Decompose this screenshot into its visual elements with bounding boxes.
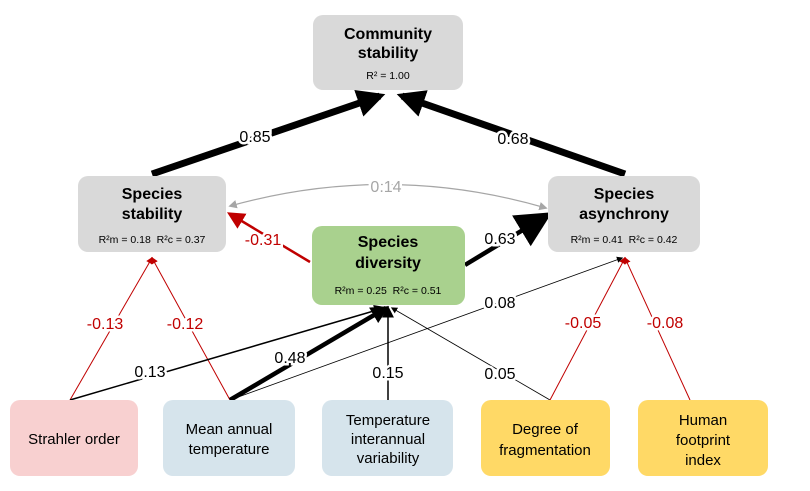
edges [69, 90, 691, 402]
edge [549, 256, 626, 401]
node-label: Degree of [512, 421, 579, 438]
edge [390, 307, 551, 401]
path-coefficient: 0.48 [274, 350, 305, 367]
node-stats: R²m = 0.18 R²c = 0.37 [99, 234, 206, 246]
node-box [312, 226, 465, 305]
node-label: Species [358, 234, 419, 251]
path-coefficient: 0.15 [372, 365, 403, 382]
node-label: stability [122, 206, 183, 223]
node-label: Strahler order [28, 431, 120, 448]
node-stats: R²m = 0.41 R²c = 0.42 [571, 234, 678, 246]
path-coefficient: -0.31 [245, 232, 282, 249]
node-stats: R² = 1.00 [366, 70, 410, 82]
node-label: variability [357, 450, 420, 467]
node-box [548, 176, 700, 252]
node-box [481, 400, 610, 476]
path-coefficient: 0.68 [497, 131, 528, 148]
path-coefficient: -0.08 [647, 315, 684, 332]
node-box [638, 400, 768, 476]
path-coefficient: -0.05 [565, 315, 602, 332]
edge [151, 256, 231, 401]
node-label: diversity [355, 255, 421, 272]
node-label: temperature [189, 441, 270, 458]
edge [226, 212, 311, 264]
edge [228, 183, 548, 211]
node-label: Species [122, 186, 183, 203]
nodes: Community stability R² = 1.00 Species st… [10, 15, 768, 476]
path-coefficient: -0.12 [167, 316, 204, 333]
node-box [313, 15, 463, 90]
path-coefficient: 0.08 [484, 295, 515, 312]
coefficients: 0.85 0.68 0.14 -0.31 0.63 -0.13 -0.12 0.… [84, 127, 686, 386]
path-coefficient: -0.13 [87, 316, 124, 333]
node-label: Human [679, 412, 727, 429]
edge [69, 256, 153, 401]
edge [463, 212, 553, 267]
path-coefficient: 0.13 [134, 364, 165, 381]
node-label: asynchrony [579, 206, 669, 223]
node-label: fragmentation [499, 442, 591, 459]
node-box [10, 400, 138, 476]
node-label: interannual [351, 431, 425, 448]
node-label: Temperature [346, 412, 430, 429]
edge [228, 306, 390, 402]
edge [396, 90, 627, 178]
node-stats: R²m = 0.25 R²c = 0.51 [335, 285, 442, 297]
edge [229, 256, 624, 401]
edge [150, 90, 386, 178]
node-label: Species [594, 186, 655, 203]
node-label: stability [358, 45, 419, 62]
node-box [322, 400, 453, 476]
path-coefficient: 0.14 [370, 179, 401, 196]
path-coefficient: 0.05 [484, 366, 515, 383]
edge [624, 256, 691, 401]
path-coefficient: 0.85 [239, 129, 270, 146]
node-label: index [685, 452, 721, 469]
path-coefficient: 0.63 [484, 231, 515, 248]
node-label: Community [344, 26, 432, 43]
edge [69, 304, 387, 401]
node-box [163, 400, 295, 476]
node-label: Mean annual [186, 421, 273, 438]
node-box [78, 176, 226, 252]
node-label: footprint [676, 432, 731, 449]
